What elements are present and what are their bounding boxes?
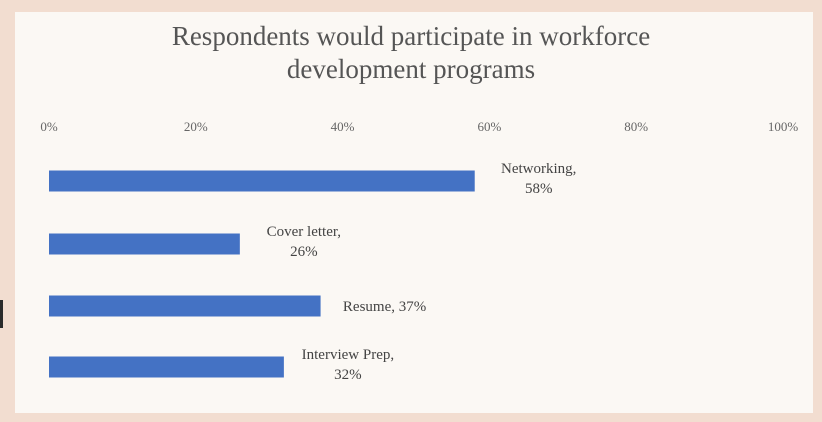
bar-data-label: Cover letter, 26% [267,224,341,260]
bar [49,170,475,192]
left-edge-mark [0,300,3,328]
chart-title-line-1: Respondents would participate in workfor… [171,21,651,51]
chart-title-line-2: development programs [286,54,536,84]
bar-data-label: Resume, 37% [343,299,426,315]
chart-title: Respondents would participate in workfor… [0,20,822,86]
x-tick-label: 40% [331,119,355,134]
bar-data-label-line: Cover letter, [267,224,341,240]
x-tick-label: 0% [40,119,58,134]
chart-panel [15,12,813,413]
bar [49,233,240,255]
bar-data-label: Networking, 58% [501,161,576,197]
x-tick-label: 20% [184,119,208,134]
x-tick-label: 60% [477,119,501,134]
bar-data-label-line: Interview Prep, [302,347,394,363]
bar-data-label-line: 26% [290,244,318,260]
bar-data-label: Interview Prep, 32% [302,347,394,383]
bar-data-label-line: Networking, [501,161,576,177]
x-tick-label: 80% [624,119,648,134]
x-tick-label: 100% [768,119,799,134]
bar [49,295,321,317]
bar-data-label-line: 58% [525,181,553,197]
bar [49,356,284,378]
bar-data-label-line: 32% [334,367,362,383]
bar-data-label-line: Resume, 37% [343,299,426,315]
